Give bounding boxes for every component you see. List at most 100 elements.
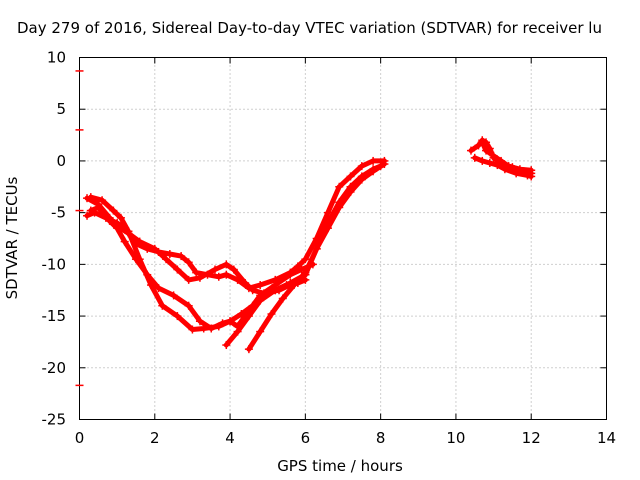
x-tick-label: 14: [597, 429, 616, 447]
data-point: [470, 153, 479, 162]
data-point: [150, 244, 159, 253]
data-point: [482, 146, 491, 155]
y-axis: 10 5 0 -5 -10 -15 -20 -25: [42, 49, 607, 429]
data-point: [184, 301, 193, 310]
series-line: [246, 161, 387, 352]
data-point: [286, 270, 295, 279]
data-point: [105, 213, 114, 222]
data-point: [199, 324, 208, 333]
data-point: [124, 227, 133, 236]
x-axis-label: GPS time / hours: [277, 457, 403, 475]
data-point: [113, 222, 122, 231]
x-tick-label: 4: [225, 429, 235, 447]
x-tick-label: 12: [522, 429, 541, 447]
data-point: [357, 175, 366, 184]
data-point: [188, 325, 197, 334]
data-point: [154, 284, 163, 293]
data-point: [173, 265, 182, 274]
data-point: [278, 294, 287, 303]
data-point: [478, 156, 487, 165]
data-point: [195, 273, 204, 282]
data-point: [83, 211, 92, 220]
data-point: [241, 278, 250, 287]
x-tick-label: 6: [301, 429, 311, 447]
data-point: [290, 281, 299, 290]
data-point: [169, 291, 178, 300]
data-point: [120, 237, 129, 246]
y-tick-label: 0: [56, 152, 66, 170]
data-point: [244, 345, 253, 354]
plot-frame: [79, 57, 607, 420]
data-point: [162, 255, 171, 264]
data-point: [301, 268, 310, 277]
data-point: [335, 203, 344, 212]
data-point: [527, 166, 536, 175]
left-axis-markers: [75, 70, 84, 387]
data-point: [147, 281, 156, 290]
data-point: [177, 252, 186, 261]
x-tick-label: 10: [446, 429, 465, 447]
data-point: [222, 260, 231, 269]
data-point: [233, 327, 242, 336]
y-tick-label: -10: [42, 255, 67, 273]
y-tick-label: -5: [51, 204, 66, 222]
data-point: [267, 310, 276, 319]
y-tick-label: -20: [42, 359, 67, 377]
x-tick-label: 2: [150, 429, 160, 447]
series-group: [83, 136, 536, 354]
data-point: [222, 270, 231, 279]
data-point: [184, 275, 193, 284]
data-point: [195, 317, 204, 326]
data-point: [192, 268, 201, 277]
data-point: [369, 167, 378, 176]
data-point: [301, 255, 310, 264]
data-point: [346, 172, 355, 181]
grid: [79, 57, 607, 420]
data-point: [493, 161, 502, 170]
data-point: [357, 162, 366, 171]
y-tick-label: 5: [56, 100, 66, 118]
data-point: [256, 281, 265, 290]
data-point: [109, 206, 118, 215]
chart-title: Day 279 of 2016, Sidereal Day-to-day VTE…: [17, 19, 602, 37]
data-point: [523, 171, 532, 180]
data-point: [211, 265, 220, 274]
data-point: [346, 187, 355, 196]
x-tick-label: 0: [75, 429, 85, 447]
data-point: [504, 162, 513, 171]
data-point: [214, 272, 223, 281]
y-tick-label: 10: [47, 49, 66, 67]
data-point: [478, 138, 487, 147]
data-point: [248, 286, 257, 295]
data-point: [256, 296, 265, 305]
data-point: [116, 213, 125, 222]
data-point: [226, 317, 235, 326]
data-point: [485, 158, 494, 167]
data-point: [165, 250, 174, 259]
data-point: [86, 206, 95, 215]
data-point: [323, 208, 332, 217]
data-point: [312, 244, 321, 253]
y-axis-label: SDTVAR / TECUs: [3, 176, 21, 299]
data-point: [335, 182, 344, 191]
data-point: [158, 301, 167, 310]
data-point: [229, 265, 238, 274]
x-axis: 0 2 4 6 8 10 12 14: [75, 57, 616, 447]
data-point: [369, 156, 378, 165]
data-point: [256, 327, 265, 336]
data-point: [323, 224, 332, 233]
data-point: [135, 237, 144, 246]
data-point: [515, 165, 524, 174]
data-point: [173, 312, 182, 321]
data-point: [497, 156, 506, 165]
data-point: [86, 193, 95, 202]
data-point: [98, 196, 107, 205]
data-point: [244, 312, 253, 321]
data-point: [135, 255, 144, 264]
y-tick-label: -25: [42, 411, 67, 429]
data-point: [380, 160, 389, 169]
data-point: [214, 322, 223, 331]
data-point: [222, 341, 231, 350]
data-point: [489, 151, 498, 160]
